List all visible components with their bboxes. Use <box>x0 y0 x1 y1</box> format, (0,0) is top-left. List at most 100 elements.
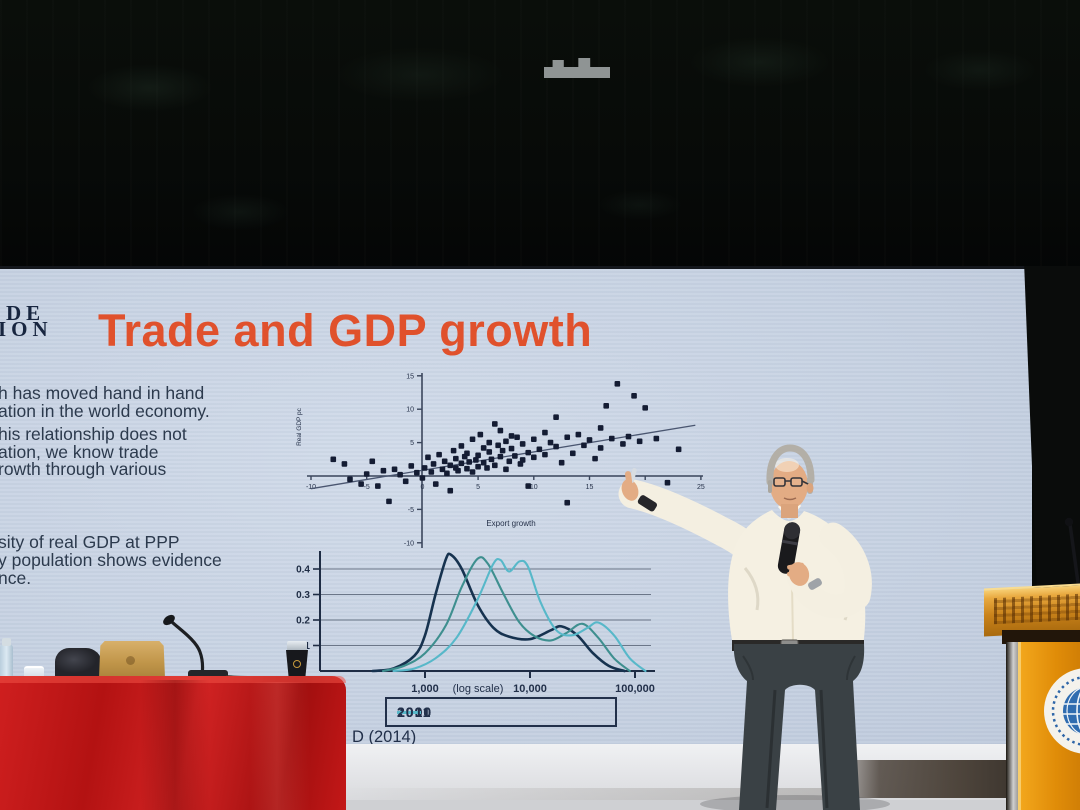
scatter-point <box>492 462 498 469</box>
gooseneck-mic-head <box>163 614 175 626</box>
scatter-point <box>497 427 504 434</box>
scatter-point <box>347 476 353 483</box>
scatter-point <box>542 429 548 436</box>
logo-globe <box>1063 688 1080 734</box>
scatter-point <box>564 499 571 506</box>
scatter-point <box>597 425 604 431</box>
scatter-point <box>608 435 615 442</box>
neck <box>781 504 798 518</box>
ear <box>806 483 814 493</box>
scatter-point <box>369 458 376 465</box>
scatter-point <box>480 445 487 451</box>
slide-citation: D (2014) <box>352 728 417 746</box>
scatter-point <box>519 457 526 463</box>
scatter-point <box>586 437 593 443</box>
sideburn <box>768 480 772 493</box>
scatter-point <box>477 431 484 438</box>
scatter-point <box>486 439 493 446</box>
water-bottle-cap <box>2 638 11 646</box>
lectern-seam <box>1002 630 1080 644</box>
x-tick-label: 10,000 <box>513 683 547 695</box>
scatter-point <box>464 450 470 457</box>
gooseneck-microphone <box>163 614 276 680</box>
presenter-gray-hair <box>766 444 815 486</box>
slide-logo-fragment-line2: ION <box>0 317 53 341</box>
scatter-x-axis-label: Export growth <box>486 519 535 528</box>
scatter-point <box>653 435 660 442</box>
scatter-point <box>503 466 509 473</box>
logo-outer-circle <box>1044 668 1080 754</box>
presenter-shadow <box>700 795 890 810</box>
scatter-point <box>592 455 598 462</box>
scatter-point <box>458 443 465 449</box>
lectern-mic-stem <box>1068 523 1080 591</box>
pocket-line <box>742 655 856 681</box>
stage-curtain <box>0 0 1080 282</box>
scatter-point <box>391 466 398 473</box>
scatter-point <box>444 470 450 477</box>
scatter-point <box>553 414 559 421</box>
scatter-point <box>506 458 513 465</box>
tablecloth-fold <box>140 680 210 810</box>
slide-body-line: rowth through various <box>0 459 167 479</box>
slide-body-line: ation in the world economy. <box>0 401 210 421</box>
scatter-point <box>547 439 554 446</box>
scatter-y-axis-label: Real GDP pc <box>296 407 303 446</box>
scatter-point <box>519 441 526 447</box>
presenter-wrist-watch <box>637 495 657 512</box>
x-tick-label: 1,000 <box>411 683 439 695</box>
scatter-point <box>375 483 381 489</box>
tablecloth-fold <box>250 682 310 810</box>
laptop <box>98 641 166 681</box>
floor-shadow-band <box>340 788 840 802</box>
scatter-point <box>569 450 576 457</box>
legend-label: 2011 <box>397 704 432 720</box>
scatter-point <box>469 469 476 475</box>
scatter-point <box>441 458 448 465</box>
laptop-logo <box>126 656 135 665</box>
scatter-point <box>575 431 582 438</box>
water-bottle <box>0 644 13 682</box>
scatter-point <box>363 471 370 477</box>
scatter-point <box>497 453 504 460</box>
scatter-point <box>408 463 415 469</box>
scatter-point <box>458 460 465 467</box>
presenter-trousers <box>733 644 865 810</box>
scatter-point <box>425 454 431 461</box>
slide-body-line: his relationship does not <box>0 424 187 444</box>
scatter-point <box>414 469 420 476</box>
scatter-point <box>358 481 364 487</box>
scatter-point <box>508 445 515 452</box>
scatter-point <box>330 456 337 463</box>
speaker-table-red-cloth <box>0 676 346 810</box>
slide-body-line: y population shows evidence <box>0 550 222 570</box>
slide-body-line: ation, we know trade <box>0 442 159 462</box>
scatter-point <box>492 421 498 427</box>
chart-legend: 1990 2000 2011 <box>385 697 617 727</box>
scatter-point <box>436 451 442 458</box>
globe-parallels <box>1063 703 1080 725</box>
trouser-crease <box>765 689 829 809</box>
presenter-index-finger <box>625 471 633 491</box>
y-tick-label: 0.2 <box>296 616 310 627</box>
x-tick-label: 10 <box>530 484 538 491</box>
legend-line-swatch-2011 <box>397 710 421 714</box>
scatter-point <box>553 443 559 450</box>
slide-title: Trade and GDP growth <box>98 305 593 356</box>
scatter-point <box>495 442 501 449</box>
lectern-microphone <box>1064 517 1080 591</box>
lectern-carved-pattern <box>994 593 1080 625</box>
slide-body-line: sity of real GDP at PPP <box>0 532 180 552</box>
tablecloth-top-edge <box>0 676 346 683</box>
x-tick-label: 25 <box>697 484 705 491</box>
scatter-point <box>625 433 632 440</box>
scatter-point <box>581 442 587 449</box>
mouth <box>783 497 797 501</box>
x-tick-label: 15 <box>586 484 594 491</box>
presenter <box>618 444 890 810</box>
scatter-point <box>447 487 454 494</box>
y-tick-label: 5 <box>410 440 414 447</box>
handheld-microphone <box>777 522 801 574</box>
